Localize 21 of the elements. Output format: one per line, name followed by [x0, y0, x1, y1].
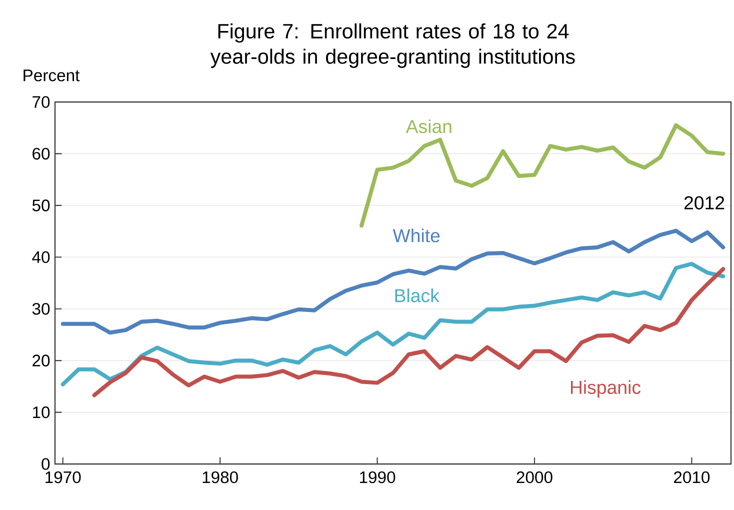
x-tick-label: 1990 [360, 471, 396, 484]
series-label: White [392, 228, 440, 242]
series-label: Hispanic [570, 380, 641, 398]
series-label: Asian [406, 119, 452, 134]
y-tick-label: 20 [32, 354, 50, 366]
chart-title: Figure 7: Enrollment rates of 18 to 24 year-olds in degree-granting institutions [210, 23, 575, 68]
y-tick-label: 50 [32, 200, 50, 212]
y-tick-label: 40 [32, 251, 50, 264]
x-tick-label: 1970 [46, 471, 81, 484]
series-label: Black [395, 288, 440, 302]
y-tick-label: 0 [42, 458, 50, 470]
line-series [92, 267, 726, 398]
y-tick-label: 70 [32, 96, 50, 108]
y-axis-title: Percent [24, 70, 80, 82]
x-tick-label: 2000 [516, 471, 552, 484]
y-tick-label: 30 [32, 302, 50, 315]
annotation: 2012 [684, 196, 724, 210]
y-tick-label: 10 [33, 406, 50, 418]
y-tick-label: 60 [32, 148, 50, 160]
x-tick-label: 1980 [202, 471, 238, 484]
x-tick-label: 2010 [674, 471, 710, 484]
